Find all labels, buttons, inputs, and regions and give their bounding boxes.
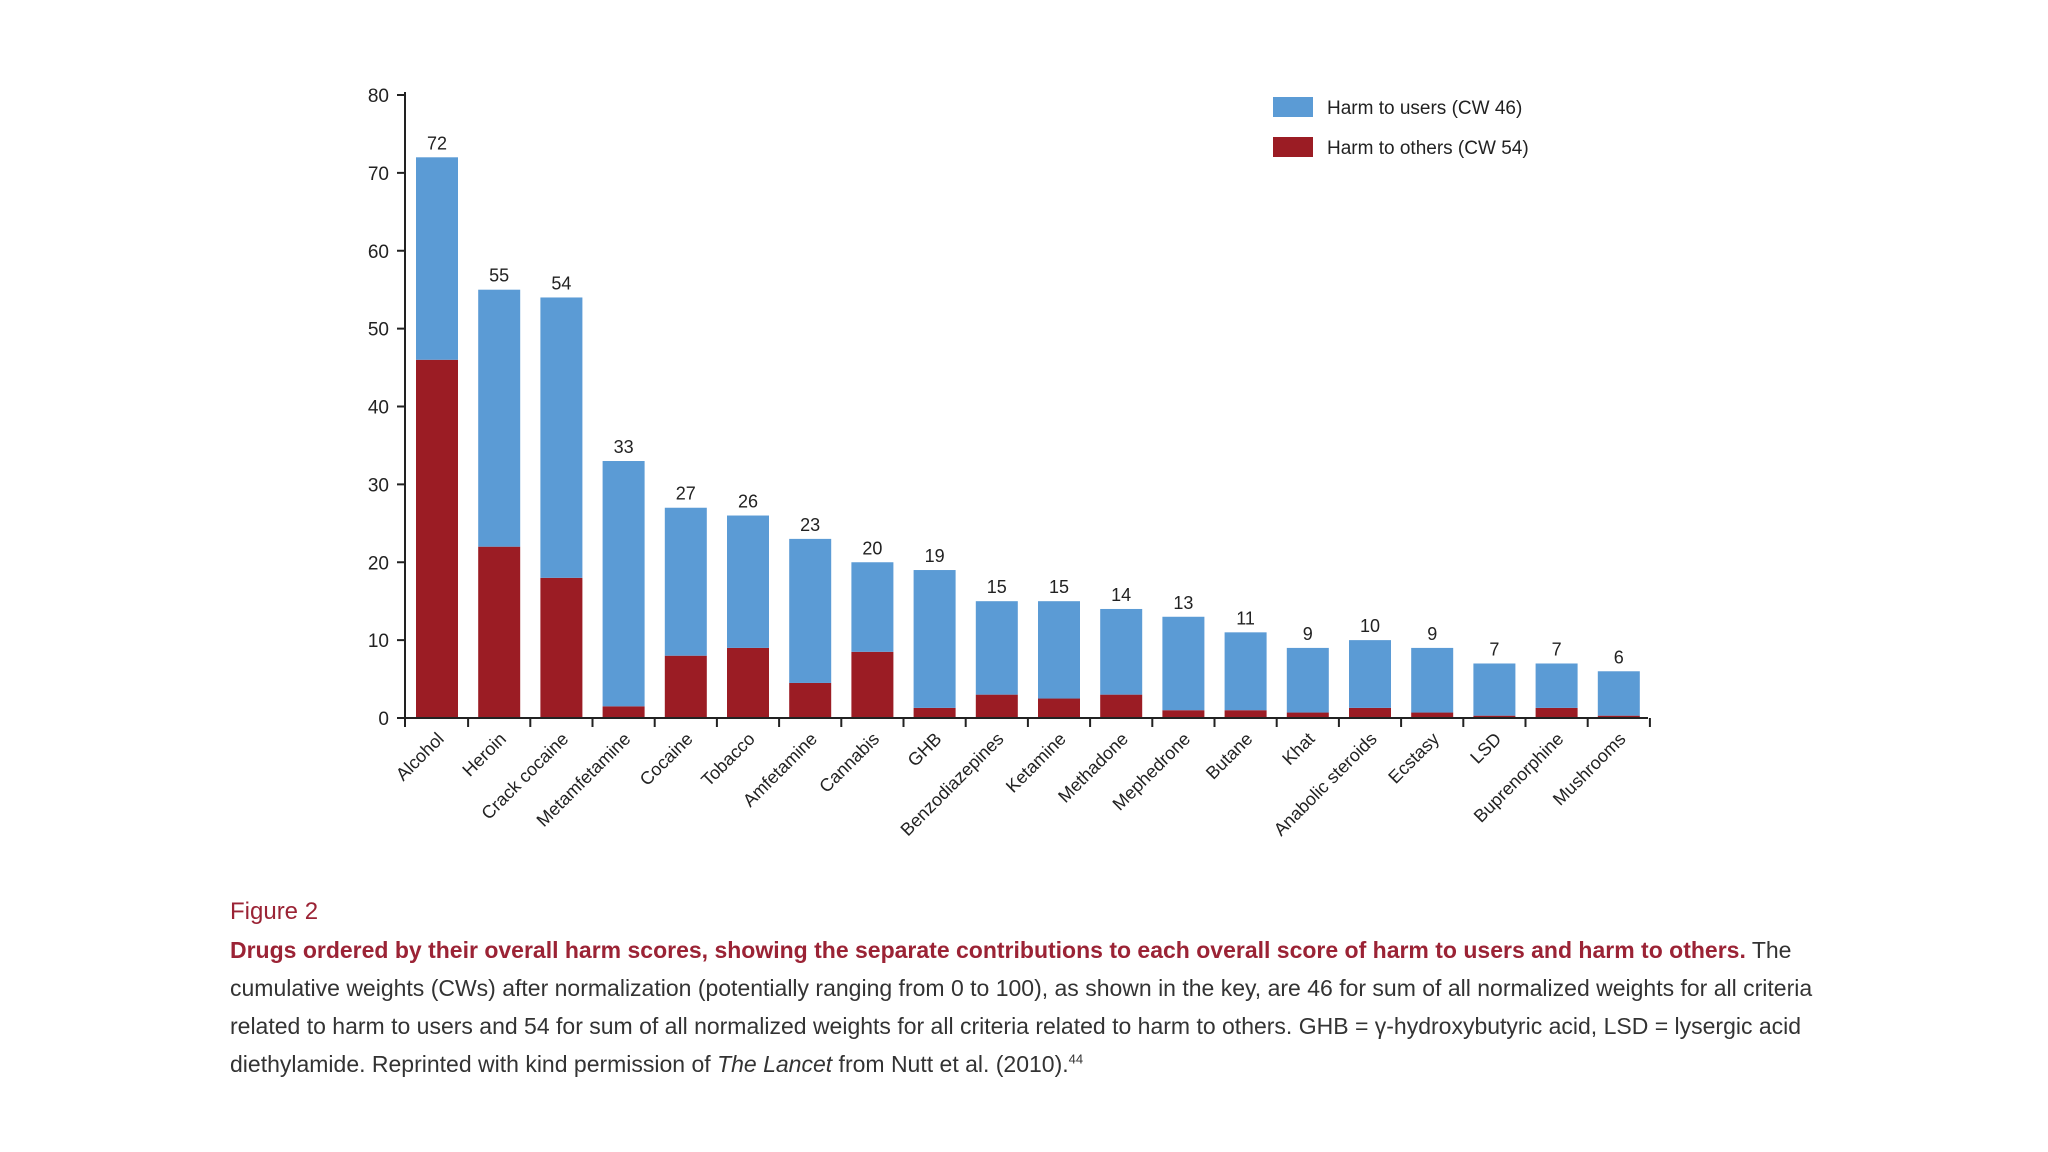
figure-label: Figure 2: [230, 898, 319, 925]
bar-total-label: 7: [1489, 639, 1499, 659]
y-tick-label: 30: [368, 475, 389, 496]
bar-harm-to-others: [540, 577, 583, 718]
legend-swatch: [1273, 97, 1313, 117]
bar-harm-to-others: [727, 647, 769, 718]
bar-harm-to-others: [1473, 715, 1516, 718]
bar-harm-to-others: [975, 694, 1018, 718]
y-axis: 0 10 20 30 40 50 60 70 80: [368, 86, 406, 730]
bar-harm-to-others: [1349, 707, 1391, 718]
bar-harm-to-others: [1100, 694, 1143, 718]
x-tick-label: Benzodiazepines: [897, 729, 1008, 840]
y-tick-label: 50: [368, 320, 389, 341]
bar-harm-to-users: [913, 570, 956, 708]
bar-harm-to-others: [1224, 710, 1267, 718]
bar-harm-to-users: [1411, 647, 1454, 713]
bar-harm-to-users: [851, 562, 894, 652]
bar-total-label: 6: [1614, 647, 1624, 667]
x-tick-label: Tobacco: [697, 729, 759, 791]
bar-harm-to-users: [1224, 632, 1267, 711]
bar-harm-to-others: [913, 707, 956, 718]
x-tick-label: Alcohol: [392, 729, 448, 785]
caption-body-2: from Nutt et al. (2010).: [832, 1051, 1069, 1077]
y-tick-label: 10: [368, 631, 389, 652]
bar-total-label: 19: [925, 546, 945, 566]
bar-harm-to-others: [1038, 698, 1080, 718]
bar-total-label: 9: [1303, 624, 1313, 644]
legend: Harm to users (CW 46) Harm to others (CW …: [1273, 97, 1529, 159]
bar-harm-to-users: [1349, 640, 1391, 708]
bar-harm-to-users: [540, 297, 583, 578]
legend-swatch: [1273, 137, 1313, 157]
x-tick-label: Ecstasy: [1384, 729, 1443, 788]
bar-total-label: 14: [1111, 585, 1131, 605]
bar-harm-to-users: [416, 157, 458, 360]
y-tick-label: 40: [368, 398, 389, 419]
bar-harm-to-others: [664, 655, 707, 718]
bar-harm-to-users: [1100, 608, 1143, 695]
bar-total-label: 72: [427, 133, 447, 153]
bar-total-label: 54: [551, 273, 571, 293]
bar-harm-to-users: [1535, 663, 1578, 708]
x-tick-label: Cannabis: [815, 729, 883, 797]
bar-harm-to-users: [1473, 663, 1516, 716]
bar-harm-to-others: [1597, 715, 1640, 718]
bar-harm-to-others: [416, 359, 458, 718]
y-tick-label: 20: [368, 553, 389, 574]
bar-total-label: 26: [738, 492, 758, 512]
bar-harm-to-others: [789, 682, 832, 718]
bar-harm-to-users: [727, 515, 769, 648]
bar-total-label: 7: [1552, 639, 1562, 659]
bar-total-label: 11: [1236, 608, 1255, 628]
x-tick-label: LSD: [1466, 729, 1505, 768]
bar-harm-to-others: [602, 706, 645, 718]
caption-journal: The Lancet: [717, 1051, 833, 1077]
bar-total-label: 15: [1049, 577, 1069, 597]
x-tick-label: Butane: [1202, 729, 1256, 783]
legend-label: Harm to others (CW 54): [1327, 138, 1529, 159]
bar-harm-to-others: [1535, 707, 1578, 718]
bar-harm-to-users: [602, 461, 645, 707]
bar-harm-to-users: [975, 601, 1018, 695]
caption-reference: 44: [1068, 1051, 1084, 1067]
x-tick-label: GHB: [904, 729, 946, 771]
bar-harm-to-users: [664, 507, 707, 656]
bar-total-label: 10: [1360, 616, 1380, 636]
bar-harm-to-users: [1286, 647, 1329, 713]
caption-title: Drugs ordered by their overall harm scor…: [230, 937, 1746, 963]
bar-harm-to-users: [1162, 616, 1205, 711]
y-tick-label: 60: [368, 242, 389, 263]
figure-caption: Figure 2 Drugs ordered by their overall …: [230, 895, 1850, 1083]
x-tick-label: Cocaine: [636, 729, 697, 790]
bar-total-label: 20: [862, 538, 882, 558]
bar-harm-to-users: [1597, 671, 1640, 716]
caption-text: Drugs ordered by their overall harm scor…: [230, 931, 1850, 1083]
bar-harm-to-others: [1162, 710, 1205, 718]
bar-total-label: 15: [987, 577, 1007, 597]
bar-harm-to-users: [789, 538, 832, 683]
bar-total-label: 23: [800, 515, 820, 535]
bar-total-label: 27: [676, 484, 696, 504]
bar-total-label: 55: [489, 266, 509, 286]
bar-harm-to-others: [478, 546, 521, 718]
bar-harm-to-others: [851, 651, 894, 718]
bar-total-label: 33: [614, 437, 634, 457]
legend-label: Harm to users (CW 46): [1327, 98, 1522, 119]
y-tick-label: 70: [368, 164, 389, 185]
bar-total-label: 13: [1173, 593, 1193, 613]
bar-harm-to-others: [1286, 712, 1329, 718]
bar-harm-to-users: [478, 289, 521, 547]
x-tick-label: Khat: [1278, 729, 1318, 769]
bar-harm-to-users: [1038, 601, 1080, 699]
caption-body-1: The cumulative weights (CWs) after norma…: [230, 937, 1813, 1077]
y-tick-label: 0: [378, 709, 389, 730]
bar-harm-to-others: [1411, 712, 1454, 718]
bar-total-label: 9: [1427, 624, 1437, 644]
x-tick-label: Anabolic steroids: [1270, 729, 1381, 840]
bars: 72 55 54 33 27 26 23 20 19 15 15 14 13 11 9 10 9 7 7 6: [416, 133, 1640, 718]
y-tick-label: 80: [368, 86, 389, 107]
x-tick-label: Heroin: [458, 729, 510, 781]
